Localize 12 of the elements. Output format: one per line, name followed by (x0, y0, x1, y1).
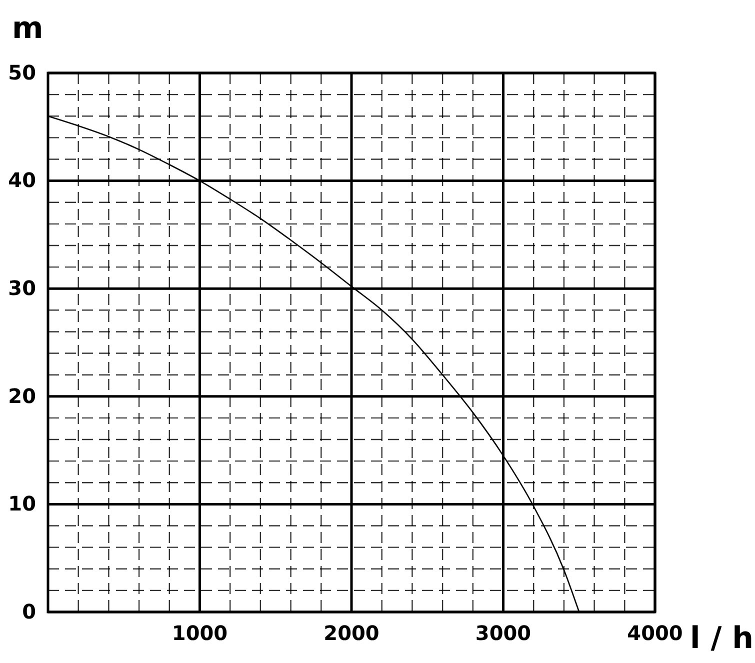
x-axis-title: l / h (690, 621, 754, 656)
x-tick-label: 4000 (627, 621, 683, 646)
y-axis-title: m (12, 11, 44, 46)
y-tick-label: 20 (8, 384, 36, 408)
x-tick-label: 1000 (172, 621, 228, 646)
y-tick-label: 50 (8, 60, 36, 84)
y-tick-label: 40 (8, 168, 36, 192)
x-tick-label: 3000 (475, 621, 532, 646)
y-tick-label: 10 (8, 492, 36, 516)
y-tick-label: 30 (8, 276, 36, 300)
x-tick-label: 2000 (324, 621, 380, 646)
y-tick-label: 0 (22, 599, 36, 624)
